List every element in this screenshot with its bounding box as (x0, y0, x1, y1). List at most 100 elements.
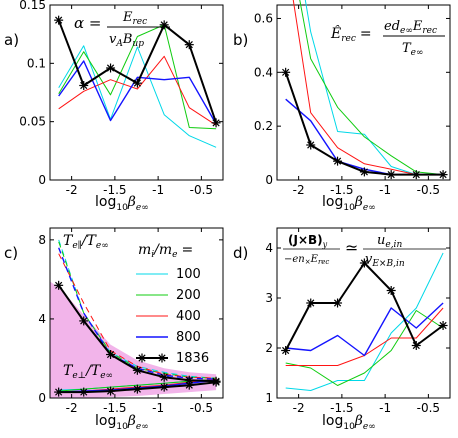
panel-d-ytick-label: 2 (265, 341, 273, 355)
panel-d-xlabel: log (322, 413, 343, 429)
panel-b-frame (276, 4, 451, 181)
svg-text:ede∞Erec: ede∞Erec (384, 19, 437, 36)
panel-b-eq-lhs-sub: rec (341, 34, 356, 44)
panel-d-xtick-label: -0.5 (417, 401, 440, 415)
panel-a-ytick-label: 0.15 (19, 0, 46, 12)
panel-b-ytick-label: 0.6 (254, 11, 273, 25)
panel-d-label: d) (233, 244, 248, 262)
svg-text:−en×Erec: −en×Erec (284, 254, 329, 266)
panel-d-eq-approx: ≃ (345, 238, 358, 257)
panel-d-series-100 (285, 252, 444, 391)
panel-d-axes: -2 -1.5 -1 -0.5 1 2 3 4 (265, 228, 450, 415)
panel-c-series-1836-perp-marker (132, 384, 142, 394)
panel-d-series-1836 (284, 262, 444, 351)
panel-d-xlabel-var-sub: e∞ (363, 422, 376, 432)
panel-c-series-1836-parallel-marker (54, 280, 64, 290)
panel-d-eq-rhs-den-sub: E×B,in (371, 259, 404, 269)
panel-b-ytick-label: 0 (265, 173, 273, 187)
panel-c-ytick-label: 8 (38, 233, 46, 247)
panel-a-eq-den-sub1: A (115, 39, 123, 49)
svg-text:Êrec=: Êrec = (330, 24, 372, 44)
panel-c-annot-lower-slash: / (84, 363, 92, 379)
panel-c-xlabel: log (95, 413, 116, 429)
svg-text:Te∞: Te∞ (402, 41, 424, 58)
panel-a-eq-num-sub: rec (133, 17, 148, 27)
panel-b-xtick-label: -2 (293, 183, 305, 197)
panel-a-series-1836-marker (159, 20, 169, 30)
panel-b-eq-num-sub1: e∞ (400, 26, 413, 36)
panel-c-annot-upper-num-sub: e∥ (72, 240, 81, 251)
panel-b-series-1836-marker (281, 67, 291, 77)
panel-a-equation: α = Erec vABup (74, 10, 170, 49)
svg-text:Erec: Erec (122, 10, 147, 27)
panel-a-xlabel-var-sub: e∞ (136, 203, 149, 213)
panel-a-axes: -2 -1.5 -1 -0.5 0 0.05 0.1 0.15 (19, 0, 223, 197)
svg-text:log10βe∞: log10βe∞ (95, 413, 149, 432)
panel-a-xlabel-var: β (127, 194, 136, 210)
panel-b-series-1836-marker (438, 170, 448, 180)
panel-c-series-1836-perp-marker (106, 386, 116, 396)
panel-c-series-1836-perp-marker (184, 380, 194, 390)
panel-c-annot-lower-num: T (63, 363, 74, 379)
panel-a-eq-den: v (109, 32, 117, 47)
panel-d-xtick-label: -1.5 (330, 401, 353, 415)
panel-c-series-1836-perp-marker (211, 377, 221, 387)
legend-label-200: 200 (176, 288, 201, 303)
panel-b-label: b) (233, 31, 248, 49)
panel-a-xlabel: log (95, 194, 116, 210)
panel-c-xlabel-var: β (127, 413, 136, 429)
panel-d-eq-lhs-den-sub2: rec (318, 258, 329, 266)
panel-a-series-1836-marker (211, 118, 221, 128)
panel-a-eq-den-mid: B (122, 32, 133, 47)
svg-text:log10βe∞: log10βe∞ (322, 194, 376, 213)
panel-d-eq-rhs-den: v (365, 252, 373, 267)
panel-c-frame (49, 227, 224, 399)
panel-a-xlabel-sub: 10 (116, 203, 128, 213)
panel-b: -2 -1.5 -1 -0.500.20.40.6 b) Êrec = ede∞Erec… (233, 0, 451, 213)
panel-c-xlabel-sub: 10 (116, 422, 128, 432)
panel-d-eq-lhs-den-sub1: × (305, 258, 311, 266)
panel-c-series-1836-parallel-marker (106, 350, 116, 360)
panel-a-series-1836-marker (132, 78, 142, 88)
legend-label-400: 400 (176, 309, 201, 324)
panel-b-eq-eq: = (360, 26, 372, 42)
panel-a-xtick-label: -1 (152, 183, 164, 197)
panel-d-frame (276, 227, 451, 399)
panel-c-annot-lower-den-sub: e∞ (100, 371, 113, 381)
panel-c-shaded-band (50, 281, 217, 398)
panel-b-xlabel-var: β (354, 194, 363, 210)
legend-label-1836: 1836 (176, 351, 209, 366)
panel-b-eq-den: T (402, 41, 412, 56)
panel-a-series-1836-marker (106, 63, 116, 73)
panel-a-xtick-label: -2 (66, 183, 78, 197)
panel-d-ytick-label: 4 (265, 241, 273, 255)
panel-a-series-1836-marker (54, 15, 64, 25)
panel-d-eq-lhs-den: −en (284, 254, 305, 265)
legend-title-b-sub: e (172, 250, 177, 260)
panel-a-series-200 (58, 24, 217, 130)
panel-c-series-1836-perp-marker (54, 387, 64, 397)
legend-label-800: 800 (176, 330, 201, 345)
svg-text:(J×B)y: (J×B)y (288, 233, 328, 249)
panel-d-series-1836-marker (306, 298, 316, 308)
panel-b-xlabel-sub: 10 (343, 203, 355, 213)
panel-d-equation: (J×B)y −en×Erec ≃ ue,in vE×B,in (283, 233, 446, 269)
svg-text:log10βe∞: log10βe∞ (95, 194, 149, 213)
panel-d-eq-rhs-num: u (377, 233, 385, 248)
legend-item-200: 200 (136, 288, 201, 303)
panel-b-series-1836-marker (359, 167, 369, 177)
panel-b-equation: Êrec = ede∞Erec Te∞ (330, 19, 445, 58)
panel-c-annot-upper-den: T (87, 233, 98, 249)
panel-c-xtick-label: -1.5 (103, 401, 126, 415)
legend-item-400: 400 (136, 309, 201, 324)
panel-a-series-400 (58, 55, 217, 126)
panel-a-eq-lhs: α = (74, 14, 101, 32)
panel-d-series-1836-marker (411, 341, 421, 350)
panel-b-eq-num-mid: E (412, 19, 423, 34)
panel-c-band (50, 281, 217, 398)
panel-d-series (281, 252, 448, 391)
panel-b-axes: -2 -1.5 -1 -0.5 0 0.2 0.4 0.6 (254, 5, 450, 197)
panel-b-xtick-label: -1.5 (330, 183, 353, 197)
